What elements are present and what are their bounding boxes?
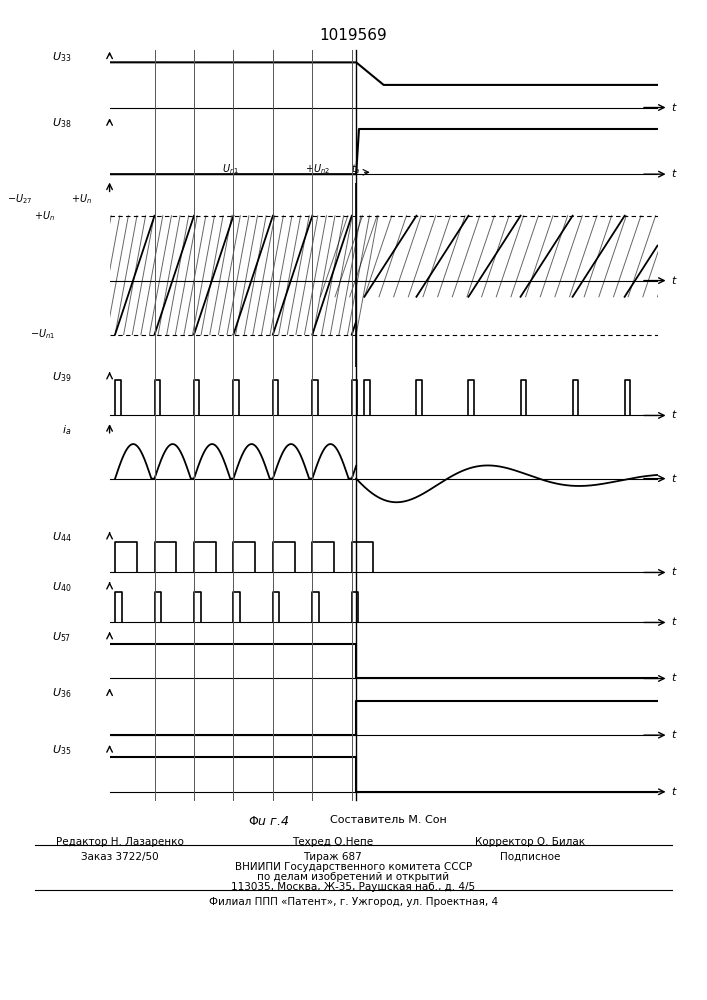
Text: t: t [671, 103, 676, 113]
Text: $U_{33}$: $U_{33}$ [52, 50, 71, 64]
Text: $U_{n1}$: $U_{n1}$ [221, 162, 239, 176]
Text: t: t [671, 567, 676, 577]
Text: Техред О.Непе: Техред О.Непе [292, 837, 373, 847]
Text: $t_a$: $t_a$ [351, 162, 361, 176]
Text: $U_{44}$: $U_{44}$ [52, 530, 71, 544]
Text: t: t [671, 169, 676, 179]
Text: по делам изобретений и открытий: по делам изобретений и открытий [257, 872, 450, 882]
Text: $U_{57}$: $U_{57}$ [52, 630, 71, 644]
Text: Филиал ППП «Патент», г. Ужгород, ул. Проектная, 4: Филиал ППП «Патент», г. Ужгород, ул. Про… [209, 897, 498, 907]
Text: t: t [671, 787, 676, 797]
Text: t: t [671, 410, 676, 420]
Text: ВНИИПИ Государственного комитета СССР: ВНИИПИ Государственного комитета СССР [235, 862, 472, 872]
Text: Подписное: Подписное [500, 852, 561, 862]
Text: $i_a$: $i_a$ [62, 423, 71, 437]
Text: t: t [671, 730, 676, 740]
Text: 113035, Москва, Ж-35, Раушская наб., д. 4/5: 113035, Москва, Ж-35, Раушская наб., д. … [231, 882, 476, 892]
Text: Редактор Н. Лазаренко: Редактор Н. Лазаренко [57, 837, 184, 847]
Text: $U_{36}$: $U_{36}$ [52, 687, 71, 700]
Text: Тираж 687: Тираж 687 [303, 852, 362, 862]
Text: $-U_{n1}$: $-U_{n1}$ [30, 328, 55, 341]
Text: $-U_{27}$: $-U_{27}$ [8, 193, 33, 206]
Text: $U_{38}$: $U_{38}$ [52, 117, 71, 130]
Text: t: t [671, 617, 676, 627]
Text: $U_{39}$: $U_{39}$ [52, 370, 71, 384]
Text: t: t [671, 276, 676, 286]
Text: $+U_{n2}$: $+U_{n2}$ [305, 162, 330, 176]
Text: t: t [671, 474, 676, 484]
Text: Составитель М. Сон: Составитель М. Сон [330, 815, 448, 825]
Text: $\Phi u$ г.4: $\Phi u$ г.4 [248, 815, 289, 828]
Text: Заказ 3722/50: Заказ 3722/50 [81, 852, 159, 862]
Text: 1019569: 1019569 [320, 28, 387, 43]
Text: $U_{40}$: $U_{40}$ [52, 580, 71, 594]
Text: $+U_n$: $+U_n$ [71, 193, 93, 206]
Text: $U_{35}$: $U_{35}$ [52, 743, 71, 757]
Text: Корректор О. Билак: Корректор О. Билак [475, 837, 585, 847]
Text: $+U_n$: $+U_n$ [34, 209, 55, 223]
Text: t: t [671, 673, 676, 683]
